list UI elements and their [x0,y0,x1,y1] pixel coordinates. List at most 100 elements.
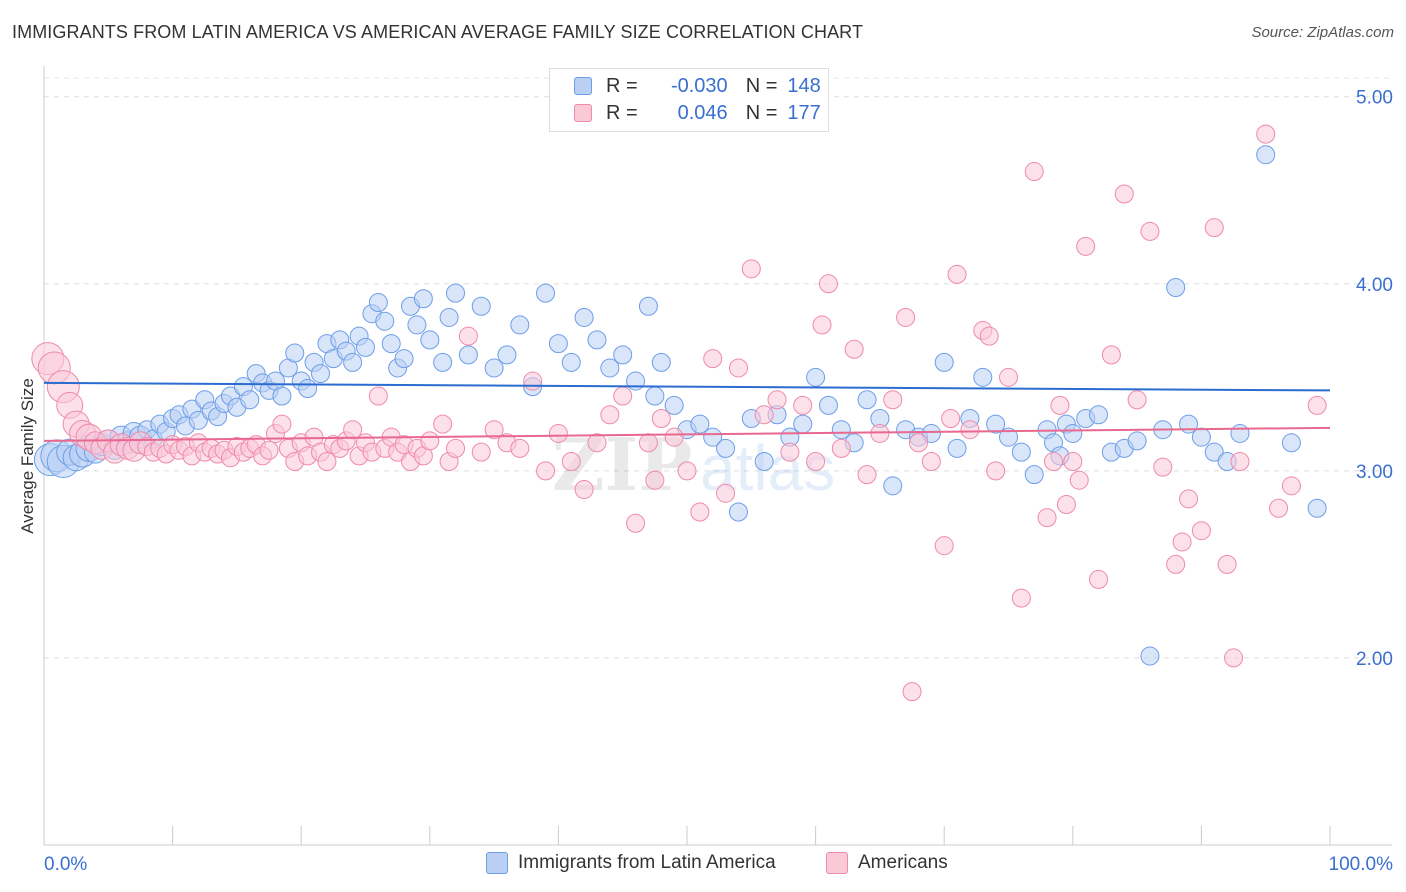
blue-point [754,452,774,471]
blue-point [638,296,658,316]
blue-point [1256,145,1276,165]
pink-point [1076,236,1096,256]
y-tick-label: 5.00 [1356,88,1393,109]
pink-point [806,452,826,471]
y-tick-label: 3.00 [1356,462,1393,483]
blue-point [188,410,208,430]
pink-point [921,452,941,471]
bottom-legend-swatch-series1 [486,852,508,874]
legend-swatch-series2 [574,104,592,122]
trend-line-series-2 [43,426,1331,442]
pink-point [613,386,633,406]
pink-point [754,405,774,425]
pink-point [831,438,851,458]
blue-point [310,364,330,384]
pink-point [626,513,646,533]
pink-point [883,390,903,410]
pink-point [1024,162,1044,182]
blue-point [703,427,723,447]
pink-point [1307,395,1327,415]
blue-point [973,367,993,387]
pink-point [317,452,337,471]
x-tick-label: 0.0% [44,854,87,875]
pink-point [857,465,877,485]
pink-point [690,502,710,522]
pink-point [446,438,466,458]
source-label: Source: ZipAtlas.com [1251,24,1394,41]
blue-point [857,390,877,410]
pink-point [818,274,838,294]
blue-point [298,379,318,399]
pink-point [1069,470,1089,490]
pink-point [510,438,530,458]
blue-point [407,315,427,335]
bottom-legend-series2: Americans [826,852,948,874]
r-label: R = [606,101,638,124]
blue-point [921,423,941,443]
pink-point [1191,521,1211,541]
blue-point [986,414,1006,434]
blue-point [1089,405,1109,425]
y-axis-label: Average Family Size [18,378,37,534]
n-label: N = [745,101,778,124]
pink-point [561,452,581,471]
pink-point [1172,532,1192,552]
pink-point [458,326,478,346]
pink-point [523,371,543,391]
pink-point [716,483,736,503]
blue-point [883,476,903,496]
blue-point [458,345,478,365]
pink-point [484,420,504,440]
blue-point [818,395,838,415]
blue-point [613,345,633,365]
bottom-legend-series1: Immigrants from Latin America [486,852,776,874]
pink-point [1044,452,1064,471]
blue-point [1191,427,1211,447]
pink-point [574,480,594,500]
blue-point [1011,442,1031,462]
blue-point [446,283,466,303]
pink-point [979,326,999,346]
pink-point [536,461,556,481]
pink-point [812,315,832,335]
blue-point [664,395,684,415]
pink-point [941,408,961,428]
blue-point [471,296,491,316]
pink-point [1050,395,1070,415]
blue-point [285,343,305,363]
blue-point [806,367,826,387]
blue-point [484,358,504,378]
legend-row-series1: R = -0.030 N = 148 [574,73,821,99]
pink-point [664,427,684,447]
pink-point [368,386,388,406]
blue-point [413,289,433,309]
pink-point [1217,554,1237,574]
pink-point [1056,495,1076,515]
pink-point [651,408,671,428]
blue-point [375,311,395,331]
pink-point [420,431,440,451]
blue-point [343,352,363,372]
pink-point [1011,588,1031,608]
pink-point [703,349,723,369]
blue-point [645,386,665,406]
pink-point [896,307,916,327]
series-2-points [31,124,1327,702]
pink-point [1140,221,1160,241]
blue-point [368,292,388,312]
pink-point [960,420,980,440]
pink-point [1224,648,1244,668]
r-value: 0.046 [677,101,728,124]
legend-swatch-series1 [574,77,592,95]
pink-point [1204,218,1224,238]
pink-point [1114,184,1134,204]
blue-point [999,427,1018,447]
blue-point [1024,465,1044,485]
pink-point [600,405,620,425]
chart-title: IMMIGRANTS FROM LATIN AMERICA VS AMERICA… [12,22,864,42]
blue-point [831,420,851,440]
pink-point [645,470,665,490]
blue-point [1166,278,1186,298]
blue-point [1127,431,1147,451]
pink-point [1063,452,1083,471]
